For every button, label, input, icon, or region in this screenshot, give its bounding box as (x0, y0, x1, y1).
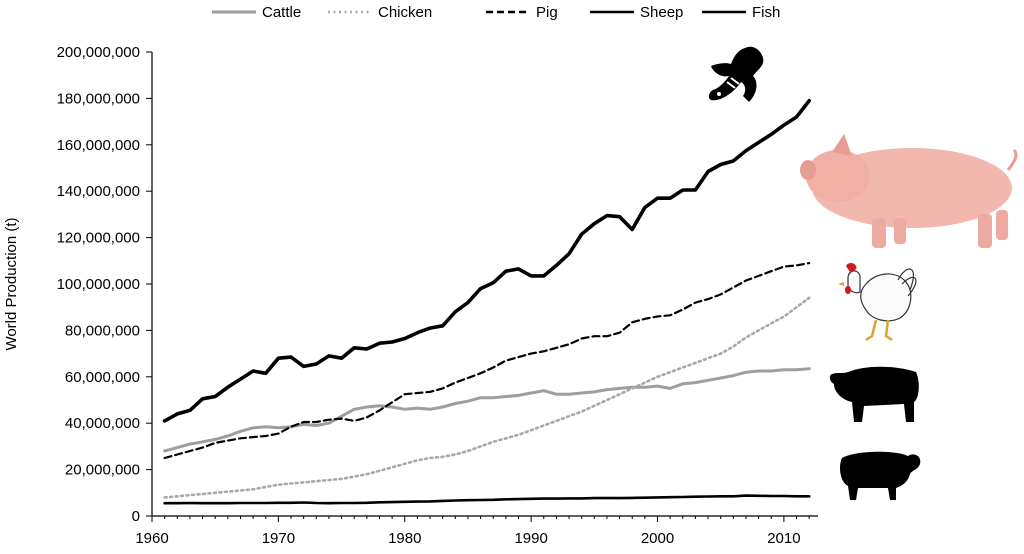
legend: Cattle Chicken Pig Sheep Fish (212, 4, 780, 21)
series-line-fish (162, 98, 812, 423)
series-line-sheep (163, 494, 811, 505)
series-line-chicken (163, 296, 811, 499)
x-tick-labels: 1960 1970 1980 1990 2000 2010 (135, 516, 810, 547)
legend-label-chicken: Chicken (378, 4, 432, 21)
pig-icon (800, 134, 1018, 248)
x-tick-label: 2000 (641, 530, 674, 547)
y-tick-label: 40,000,000 (65, 415, 140, 432)
y-tick-label: 20,000,000 (65, 462, 140, 479)
y-tick-labels: 0 20,000,000 40,000,000 60,000,000 80,000,00… (57, 44, 152, 525)
y-tick-label: 80,000,000 (65, 322, 140, 339)
series-lines (162, 98, 812, 505)
legend-label-sheep: Sheep (640, 4, 683, 21)
series-line-pig (163, 262, 811, 460)
legend-label-pig: Pig (536, 4, 558, 21)
x-tick-label: 1970 (262, 530, 295, 547)
y-tick-label: 200,000,000 (57, 44, 140, 61)
series-line-cattle (163, 367, 811, 453)
y-tick-label: 120,000,000 (57, 230, 140, 247)
x-tick-label: 2010 (767, 530, 800, 547)
y-axis-title: World Production (t) (3, 217, 20, 350)
y-tick-label: 0 (132, 508, 140, 525)
x-tick-label: 1960 (135, 530, 168, 547)
legend-label-fish: Fish (752, 4, 780, 21)
chicken-icon (838, 263, 917, 342)
x-tick-label: 1980 (388, 530, 421, 547)
y-tick-label: 180,000,000 (57, 90, 140, 107)
cattle-icon (829, 366, 919, 422)
y-tick-label: 100,000,000 (57, 276, 140, 293)
sheep-icon (840, 451, 921, 500)
legend-label-cattle: Cattle (262, 4, 301, 21)
fish-icon (708, 46, 764, 102)
y-tick-label: 60,000,000 (65, 369, 140, 386)
y-tick-label: 160,000,000 (57, 137, 140, 154)
x-tick-label: 1990 (514, 530, 547, 547)
y-tick-label: 140,000,000 (57, 183, 140, 200)
